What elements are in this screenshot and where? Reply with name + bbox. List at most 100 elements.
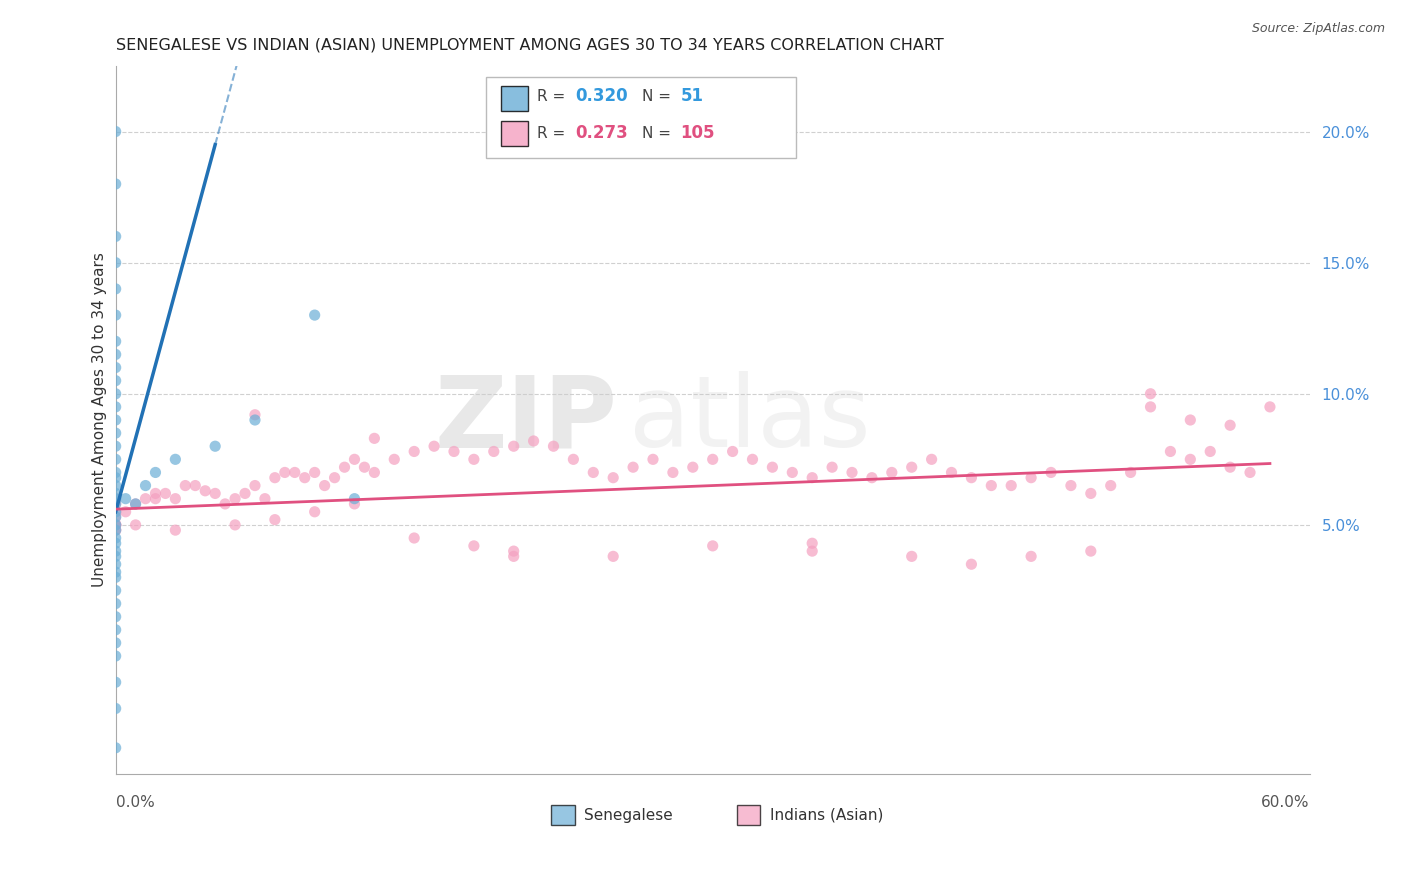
Point [165,523,187,537]
Point [104,360,127,375]
Point [104,558,127,572]
Point [1019,471,1042,485]
Text: 105: 105 [681,124,716,142]
Point [214,497,236,511]
Point [543,439,565,453]
Text: N =: N = [643,126,671,141]
Point [1080,544,1102,558]
Point [104,124,127,138]
Point [702,539,724,553]
Point [263,471,285,485]
Text: 60.0%: 60.0% [1261,795,1310,810]
Point [502,549,524,564]
Point [224,517,246,532]
Point [104,452,127,467]
Point [463,539,485,553]
Point [104,597,127,611]
Text: 51: 51 [681,87,703,105]
Point [104,531,127,545]
Point [980,478,1002,492]
Point [274,466,297,480]
Point [304,466,326,480]
Point [682,460,704,475]
Point [104,497,127,511]
FancyBboxPatch shape [502,86,527,111]
Point [333,460,356,475]
Point [860,471,883,485]
Point [104,623,127,637]
FancyBboxPatch shape [502,121,527,146]
Point [104,701,127,715]
Point [1239,466,1261,480]
Point [880,466,903,480]
Point [114,491,136,506]
Text: R =: R = [537,126,571,141]
Point [104,413,127,427]
Point [104,517,127,532]
Point [104,523,127,537]
Point [801,471,824,485]
Point [104,523,127,537]
Point [263,513,285,527]
Point [104,426,127,441]
Point [104,347,127,361]
Point [104,536,127,550]
Point [104,740,127,755]
Point [104,486,127,500]
FancyBboxPatch shape [737,805,761,825]
Point [294,471,316,485]
Point [562,452,585,467]
Point [343,497,366,511]
Point [243,478,266,492]
Point [841,466,863,480]
Point [502,439,524,453]
Point [104,177,127,191]
Text: R =: R = [537,89,571,103]
Point [104,583,127,598]
Point [343,491,366,506]
Point [1080,486,1102,500]
FancyBboxPatch shape [486,77,796,158]
Point [523,434,546,448]
Point [1000,478,1022,492]
Point [1099,478,1122,492]
Point [662,466,685,480]
Point [502,544,524,558]
Text: Indians (Asian): Indians (Asian) [770,807,883,822]
Point [104,565,127,579]
Point [145,491,167,506]
Point [602,549,624,564]
Text: atlas: atlas [628,371,870,468]
Point [104,229,127,244]
Point [104,648,127,663]
Point [641,452,664,467]
Point [801,544,824,558]
Point [1040,466,1063,480]
Point [104,505,127,519]
Point [224,491,246,506]
Point [104,675,127,690]
Point [1019,549,1042,564]
Point [104,386,127,401]
Point [104,517,127,532]
Point [104,636,127,650]
Point [621,460,644,475]
Point [165,491,187,506]
Point [960,558,983,572]
Text: Senegalese: Senegalese [583,807,672,822]
Point [104,308,127,322]
Point [124,517,146,532]
Point [404,531,426,545]
Point [582,466,605,480]
Point [194,483,217,498]
Point [404,444,426,458]
Point [482,444,505,458]
Point [921,452,943,467]
Point [134,491,156,506]
Point [104,439,127,453]
Point [104,517,127,532]
Point [741,452,763,467]
Point [323,471,346,485]
Point [1219,418,1241,433]
Point [174,478,197,492]
